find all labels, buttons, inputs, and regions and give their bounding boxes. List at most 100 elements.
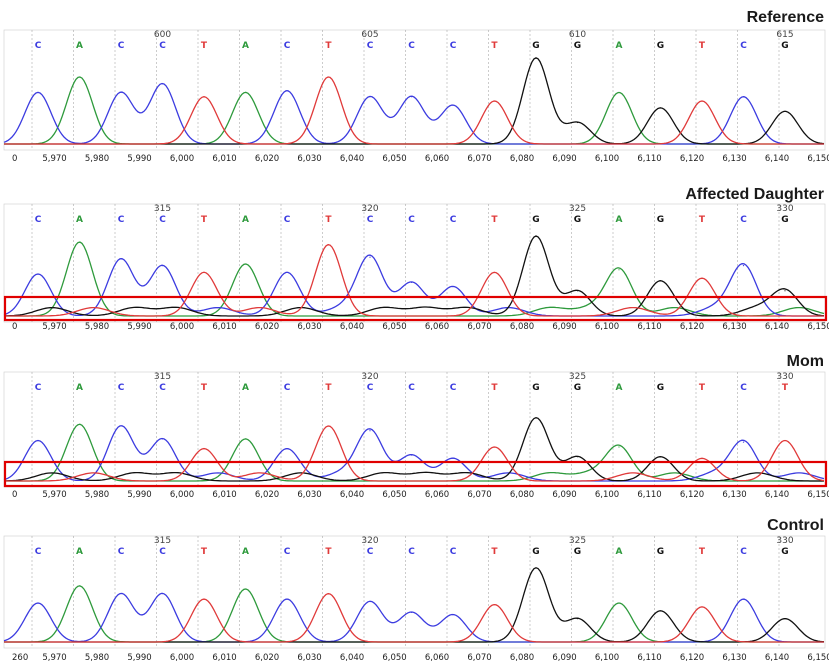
- trace-T: [4, 593, 824, 643]
- x-tick-label: 6,020: [255, 322, 279, 332]
- base-call: G: [532, 547, 539, 557]
- x-tick-label: 6,000: [170, 490, 194, 500]
- panel-title: Mom: [787, 353, 824, 370]
- base-call: T: [201, 41, 208, 51]
- peak-point: [784, 110, 786, 112]
- x-tick-label: 5,990: [127, 154, 151, 164]
- x-tick-label: 5,980: [85, 490, 109, 500]
- base-call: C: [408, 215, 415, 225]
- x-tick-label: 6,030: [297, 322, 321, 332]
- peak-point: [78, 76, 81, 78]
- base-call: T: [325, 383, 332, 393]
- x-tick-label: 5,980: [85, 322, 109, 332]
- peak-point: [120, 593, 122, 595]
- base-call: C: [284, 383, 291, 393]
- x-tick-label: 6,050: [382, 322, 406, 332]
- x-tick-label: 6,010: [212, 653, 236, 663]
- base-call: G: [781, 41, 788, 51]
- peak-point: [493, 446, 496, 448]
- position-label: 330: [776, 204, 793, 214]
- base-call: C: [118, 383, 125, 393]
- base-call: C: [284, 41, 291, 51]
- x-tick-label: 6,000: [170, 154, 194, 164]
- base-call: C: [284, 547, 291, 557]
- panel-affected-daughter: Affected Daughter C A C C T A C T C C C T G G A G T C G 315 3…: [3, 186, 829, 332]
- peak-point: [78, 241, 81, 243]
- x-tick-label: 5,970: [42, 653, 66, 663]
- x-tick-label: 0: [12, 490, 17, 500]
- peak-point: [618, 269, 620, 271]
- base-call: G: [781, 547, 788, 557]
- peak-point: [78, 585, 81, 587]
- x-tick-label: 5,990: [127, 490, 151, 500]
- trace-A: [4, 76, 824, 145]
- trace-T: [4, 76, 824, 145]
- base-call: T: [325, 547, 332, 557]
- base-call: T: [325, 41, 332, 51]
- plot-frame: [3, 535, 826, 649]
- base-call: A: [616, 215, 623, 225]
- x-tick-label: 6,020: [255, 653, 279, 663]
- base-call: G: [532, 383, 539, 393]
- base-call: G: [574, 41, 581, 51]
- base-call: C: [740, 547, 747, 557]
- x-tick-label: 6,150: [807, 653, 829, 663]
- base-call: C: [740, 215, 747, 225]
- peak-point: [701, 100, 703, 102]
- x-tick-label: 6,140: [765, 154, 789, 164]
- peak-point: [576, 618, 579, 620]
- base-call: C: [159, 547, 166, 557]
- x-tick-label: 6,070: [467, 322, 491, 332]
- base-call: A: [616, 41, 623, 51]
- position-label: 325: [569, 536, 586, 546]
- base-call: C: [118, 41, 125, 51]
- base-call: C: [740, 41, 747, 51]
- x-tick-label: 5,990: [127, 322, 151, 332]
- x-tick-label: 6,070: [467, 653, 491, 663]
- x-tick-label: 6,150: [807, 322, 829, 332]
- base-call: C: [740, 383, 747, 393]
- x-tick-label: 6,100: [595, 653, 619, 663]
- position-label: 605: [361, 30, 378, 40]
- base-call: A: [76, 547, 83, 557]
- highlight-box: [3, 460, 828, 488]
- peak-point: [410, 611, 413, 613]
- x-tick-label: 6,010: [212, 490, 236, 500]
- x-tick-label: 6,080: [510, 322, 534, 332]
- base-call: T: [491, 383, 498, 393]
- base-call: G: [657, 547, 664, 557]
- x-tick-label: 6,050: [382, 490, 406, 500]
- base-call: C: [367, 41, 374, 51]
- base-call: A: [76, 215, 83, 225]
- x-tick-label: 5,980: [85, 154, 109, 164]
- peak-point: [784, 618, 786, 620]
- x-tick-label: 0: [12, 154, 17, 164]
- base-call: A: [616, 383, 623, 393]
- base-call: C: [408, 41, 415, 51]
- peak-point: [535, 235, 537, 237]
- position-label: 330: [776, 536, 793, 546]
- x-tick-label: 6,040: [340, 653, 364, 663]
- peak-point: [327, 244, 330, 246]
- peak-point: [369, 96, 371, 98]
- x-tick-label: 6,020: [255, 490, 279, 500]
- position-label: 320: [361, 536, 378, 546]
- base-call: T: [325, 215, 332, 225]
- x-tick-label: 6,130: [722, 490, 746, 500]
- x-tick-label: 6,140: [765, 322, 789, 332]
- base-call: T: [491, 547, 498, 557]
- base-call: C: [284, 215, 291, 225]
- peak-point: [37, 439, 39, 442]
- peak-point: [535, 567, 537, 569]
- peak-point: [327, 593, 330, 595]
- peak-point: [78, 423, 81, 425]
- base-call: T: [491, 41, 498, 51]
- x-tick-label: 6,050: [382, 653, 406, 663]
- position-label: 325: [569, 204, 586, 214]
- x-tick-label: 6,150: [807, 154, 829, 164]
- x-tick-label: 6,110: [637, 653, 661, 663]
- x-tick-label: 6,120: [680, 154, 704, 164]
- x-tick-label: 6,060: [425, 653, 449, 663]
- peak-point: [161, 438, 164, 440]
